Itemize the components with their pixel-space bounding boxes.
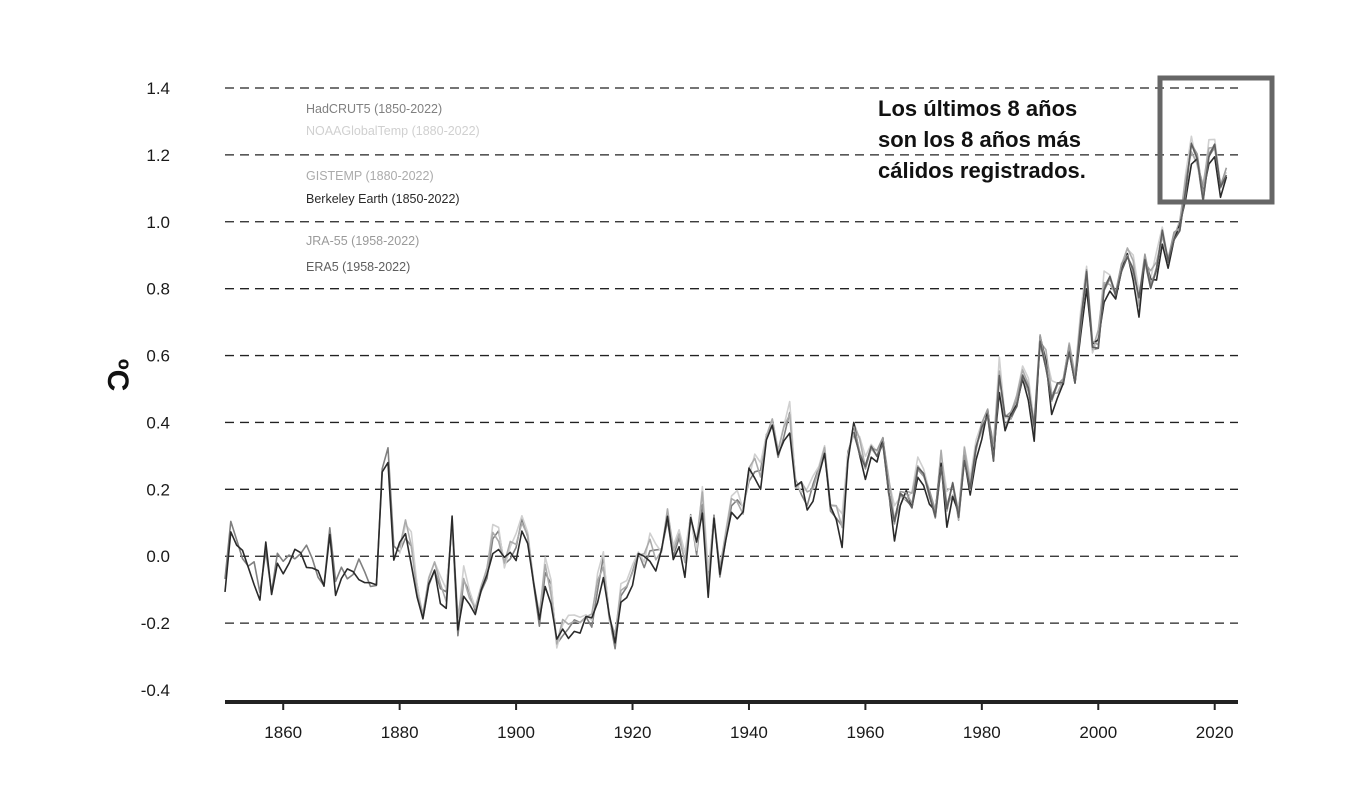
x-tick-label: 2020 [1196, 723, 1234, 742]
x-tick-label: 1960 [846, 723, 884, 742]
series-line [398, 135, 1228, 649]
x-tick-label: 1900 [497, 723, 535, 742]
y-tick-label: 0.2 [146, 480, 170, 499]
y-tick-label: 0.8 [146, 280, 170, 299]
legend-entry: NOAAGlobalTemp (1880-2022) [306, 124, 480, 138]
y-tick-label: -0.2 [141, 614, 170, 633]
x-tick-label: 1920 [614, 723, 652, 742]
x-tick-label: 1980 [963, 723, 1001, 742]
x-tick-label: 1880 [381, 723, 419, 742]
y-tick-labels: 1.4 1.2 1.0 0.8 0.6 0.4 0.2 0.0 -0.2 -0.4 [141, 79, 170, 700]
series-line [224, 141, 1228, 650]
annotation-text: Los últimos 8 años son los 8 años más cáli… [878, 96, 1086, 183]
legend-entry: ERA5 (1958-2022) [306, 260, 410, 274]
x-tick-labels: 1860 1880 1900 1920 1940 1960 1980 2000 2020 [264, 723, 1233, 742]
annotation-line: Los últimos 8 años [878, 96, 1077, 121]
x-tick-label: 1940 [730, 723, 768, 742]
legend-entry: GISTEMP (1880-2022) [306, 169, 434, 183]
y-tick-label: 0.6 [146, 347, 170, 366]
y-tick-label: 1.4 [146, 79, 170, 98]
legend-entry: HadCRUT5 (1850-2022) [306, 102, 442, 116]
legend-entry: JRA-55 (1958-2022) [306, 234, 419, 248]
y-axis-label: ºC [101, 359, 134, 392]
legend-entry: Berkeley Earth (1850-2022) [306, 192, 460, 206]
series-line [224, 156, 1228, 644]
x-tick-label: 1860 [264, 723, 302, 742]
y-tick-label: -0.4 [141, 681, 170, 700]
annotation-line: son los 8 años más [878, 127, 1081, 152]
x-tick-label: 2000 [1079, 723, 1117, 742]
y-tick-label: 1.0 [146, 213, 170, 232]
legend: HadCRUT5 (1850-2022) NOAAGlobalTemp (1880… [306, 102, 480, 274]
annotation-line: cálidos registrados. [878, 158, 1086, 183]
series-lines [224, 135, 1228, 650]
y-tick-label: 0.4 [146, 413, 170, 432]
series-line [853, 142, 1228, 523]
y-tick-label: 1.2 [146, 146, 170, 165]
x-axis [225, 700, 1238, 710]
y-tick-label: 0.0 [146, 547, 170, 566]
highlight-box [1157, 75, 1275, 205]
